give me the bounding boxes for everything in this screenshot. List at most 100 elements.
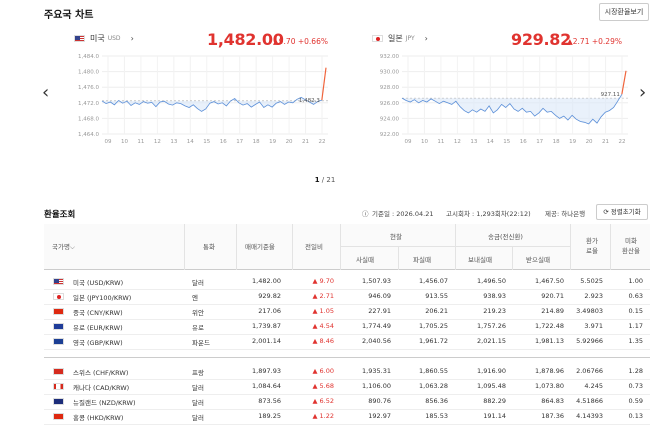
x-tick-label: 20 [586,139,593,145]
header-convert-rate[interactable]: 환가 료율 [586,237,598,255]
hk-flag-icon [53,413,64,420]
card-currency-code: USD [107,35,121,42]
header-remit-send[interactable]: 보내실때 [468,256,492,264]
cash-sell: 1,456.07 [419,277,448,285]
usd-rate: 1.17 [628,322,643,330]
remit-send: 219.23 [483,307,506,315]
x-tick-label: 15 [203,139,210,145]
currency-name: 달러 [192,279,204,287]
country-name: 스위스 (CHF/KRW) [73,369,129,377]
table-header-bg [44,224,650,270]
usd-rate: 1.35 [628,337,643,345]
next-arrow-icon[interactable]: › [639,82,647,103]
remit-send: 2,021.15 [477,337,506,345]
gb-flag-icon [53,338,64,345]
remit-recv: 864.83 [541,397,564,405]
nz-flag-icon [53,398,64,405]
row-divider [44,304,650,305]
series-line [101,96,323,112]
reset-sort-button[interactable]: ⟳ 정렬초기화 [596,204,648,220]
series-latest-segment [321,67,327,101]
header-usd-rate[interactable]: 미화 환산율 [622,237,640,255]
x-tick-label: 20 [286,139,293,145]
convert-rate: 2.923 [584,292,603,300]
pager-current: 1 [314,176,320,184]
y-tick-label: 928.00 [380,85,400,91]
x-tick-label: 09 [405,139,412,145]
cash-buy: 946.09 [368,292,391,300]
change-value: ▲ 4.54 [312,322,334,330]
header-cash-sell[interactable]: 파실때 [413,256,431,264]
chevron-right-icon: › [424,34,428,43]
x-tick-label: 14 [187,139,194,145]
card-jpy-header[interactable]: 일본 JPY › [372,33,428,44]
y-tick-label: 932.00 [380,54,400,60]
provider: 제공: 하나은행 [545,210,586,218]
row-divider [44,289,650,290]
card-jpy-change: ▲2.71 +0.29% [567,37,622,46]
header-country[interactable]: 국가명⌵ [52,243,75,251]
country-name: 뉴질랜드 (NZD/KRW) [73,399,136,407]
card-usd-rate: 1,482.00 [207,30,284,49]
change-value: ▲ 5.68 [312,382,334,390]
header-remit-recv[interactable]: 받으실때 [526,256,550,264]
y-tick-label: 1,476.0 [78,85,99,91]
convert-rate: 5.92966 [576,337,603,345]
usd-rate: 0.13 [628,412,643,420]
last-value-label: 1,482.3 [299,98,320,104]
remit-recv: 920.71 [541,292,564,300]
country-name: 미국 (USD/KRW) [73,279,124,287]
info-icon[interactable]: ⓘ [362,210,369,218]
base-rate: 1,084.64 [252,382,281,390]
pager-total: / 21 [321,176,336,184]
header-cash-buy[interactable]: 사실때 [356,256,374,264]
card-usd-header[interactable]: 미국 USD › [74,33,134,44]
x-tick-label: 19 [269,139,276,145]
convert-rate: 4.14393 [576,412,603,420]
pager: 1 / 21 [0,176,650,184]
cash-sell: 185.53 [425,412,448,420]
market-rate-button[interactable]: 시장환율보기 [599,3,649,21]
x-tick-label: 21 [302,139,309,145]
ch-flag-icon [53,368,64,375]
x-tick-label: 13 [170,139,177,145]
y-tick-label: 1,468.0 [78,116,99,122]
card-country: 미국 [90,34,105,43]
currency-name: 프랑 [192,369,204,377]
header-currency: 통화 [203,243,215,251]
y-tick-label: 1,484.0 [78,54,99,60]
remit-recv: 1,722.48 [535,322,564,330]
convert-rate: 2.06766 [576,367,603,375]
header-remit: 송금(전신환) [488,233,523,241]
x-tick-label: 18 [553,139,560,145]
row-divider [44,409,650,410]
remit-recv: 1,467.50 [535,277,564,285]
jp-flag-icon [372,35,383,42]
x-tick-label: 14 [487,139,494,145]
x-tick-label: 22 [619,139,626,145]
us-flag-icon [74,35,85,42]
header-base-rate[interactable]: 매매기준율 [245,243,275,251]
y-tick-label: 1,464.0 [78,132,99,138]
currency-name: 달러 [192,414,204,422]
remit-recv: 1,073.80 [535,382,564,390]
cash-sell: 206.21 [425,307,448,315]
country-name: 홍콩 (HKD/KRW) [73,414,124,422]
x-tick-label: 15 [503,139,510,145]
currency-name: 달러 [192,399,204,407]
row-divider [44,379,650,380]
remit-recv: 214.89 [541,307,564,315]
x-tick-label: 12 [454,139,461,145]
card-jpy-rate: 929.82 [511,30,571,49]
notice-round: 고시회차 : 1,293회차(22:12) [446,210,531,218]
currency-name: 파운드 [192,339,210,347]
change-value: ▲ 1.05 [312,307,334,315]
x-tick-label: 11 [137,139,144,145]
cash-sell: 913.55 [425,292,448,300]
header-vs-prev[interactable]: 전일비 [305,243,323,251]
prev-arrow-icon[interactable]: ‹ [42,82,50,103]
base-rate: 873.56 [258,397,281,405]
x-tick-label: 10 [121,139,128,145]
base-rate: 929.82 [258,292,281,300]
change-value: ▲ 9.70 [312,277,334,285]
